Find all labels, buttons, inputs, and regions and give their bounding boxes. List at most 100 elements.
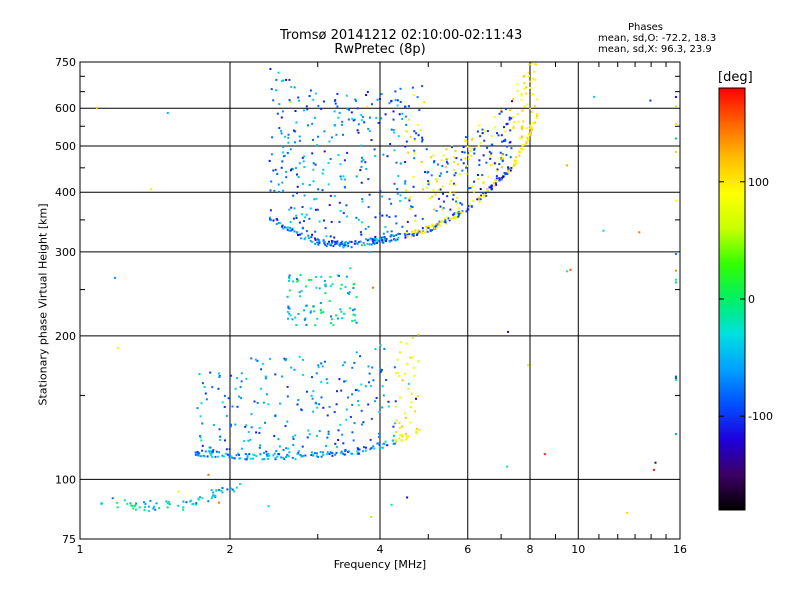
data-point [287, 136, 290, 139]
data-point [291, 318, 294, 321]
data-point [346, 451, 349, 454]
data-point [207, 473, 210, 476]
data-point [340, 178, 343, 181]
data-point [397, 135, 400, 138]
data-point [177, 490, 180, 493]
data-point [295, 167, 297, 170]
data-point [353, 283, 356, 286]
data-point [214, 455, 217, 458]
data-point [367, 127, 370, 130]
data-point [199, 435, 201, 437]
data-point [300, 213, 303, 216]
data-point [445, 222, 448, 225]
data-point [470, 205, 473, 208]
data-point [210, 453, 213, 456]
data-point [674, 96, 677, 98]
data-point [272, 99, 275, 102]
data-point [221, 401, 224, 404]
data-point [292, 438, 295, 440]
data-point [270, 180, 273, 183]
y-tick-label: 100 [55, 473, 76, 486]
data-point [284, 154, 286, 157]
data-point [368, 193, 371, 196]
y-tick-label: 400 [55, 186, 76, 199]
data-point [328, 453, 331, 455]
data-point [479, 142, 482, 145]
data-point [378, 436, 380, 439]
data-point [353, 422, 356, 425]
data-point [305, 213, 308, 216]
data-point [369, 448, 372, 451]
data-point [396, 371, 399, 374]
data-point [593, 95, 596, 98]
data-point [288, 279, 290, 282]
data-point [350, 240, 353, 243]
data-point [345, 408, 348, 411]
data-point [533, 70, 536, 73]
data-point [465, 210, 468, 213]
data-point [504, 139, 507, 142]
data-point [264, 377, 267, 380]
data-point [393, 182, 396, 185]
data-point [301, 206, 304, 208]
data-point [404, 197, 407, 199]
data-point [512, 98, 515, 101]
data-point [409, 208, 412, 210]
data-point [674, 151, 677, 153]
data-point [522, 120, 525, 123]
data-point [481, 132, 484, 135]
data-point [413, 149, 416, 152]
data-point [375, 237, 378, 240]
data-point [525, 86, 528, 89]
data-point [318, 403, 321, 406]
data-point [421, 85, 424, 88]
data-point [521, 135, 523, 138]
data-point [521, 109, 524, 112]
data-point [458, 210, 461, 213]
data-point [401, 225, 404, 228]
data-point [566, 270, 569, 273]
data-point [312, 453, 315, 456]
data-point [435, 178, 438, 181]
data-point [354, 98, 357, 101]
data-point [367, 365, 370, 368]
data-point [408, 233, 411, 236]
data-point [286, 228, 289, 231]
data-point [501, 140, 504, 143]
data-point [357, 123, 360, 126]
data-point [360, 160, 363, 163]
data-point [325, 245, 328, 248]
data-point [286, 310, 289, 313]
data-point [226, 453, 229, 456]
data-point [297, 96, 300, 99]
data-point [305, 105, 308, 108]
data-point [532, 77, 535, 80]
phases-x-value: 96.3, 23.9 [660, 44, 712, 55]
data-point [347, 245, 349, 248]
data-point [426, 230, 429, 233]
data-point [383, 236, 386, 238]
data-point [438, 223, 440, 226]
data-point [337, 116, 340, 119]
data-point [356, 129, 359, 132]
data-point [318, 287, 321, 290]
data-point [430, 224, 433, 227]
data-point [501, 160, 504, 163]
data-point [242, 440, 245, 442]
data-point [165, 500, 168, 503]
x-tick-label: 2 [227, 543, 234, 556]
data-point [543, 453, 546, 456]
data-point [331, 454, 334, 457]
data-point [478, 197, 480, 200]
data-point [316, 208, 319, 211]
data-point [291, 168, 294, 171]
data-point [288, 289, 291, 292]
data-point [348, 450, 350, 453]
data-point [312, 410, 315, 413]
data-point [318, 239, 321, 242]
data-point [378, 237, 381, 240]
data-point [404, 432, 407, 435]
data-point [399, 162, 402, 165]
data-point [320, 309, 322, 312]
